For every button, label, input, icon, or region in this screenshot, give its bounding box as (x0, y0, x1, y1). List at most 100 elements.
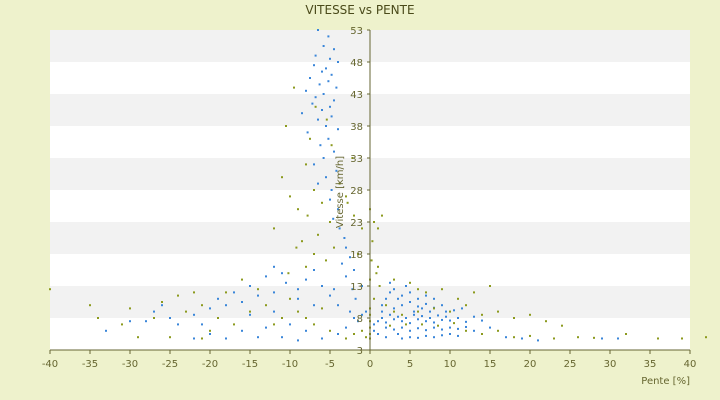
x-tick-label: 10 (444, 359, 457, 370)
data-point (361, 227, 363, 230)
data-point (333, 288, 335, 291)
data-point (445, 310, 447, 313)
data-point (329, 198, 331, 201)
data-point (425, 294, 427, 297)
data-point (306, 214, 309, 217)
data-point (449, 319, 451, 322)
data-point (457, 334, 459, 337)
data-point (305, 329, 307, 332)
data-point (529, 313, 531, 316)
data-point (309, 77, 311, 79)
data-point (209, 307, 211, 310)
x-tick-label: -15 (242, 359, 258, 370)
data-point (381, 310, 383, 313)
data-point (445, 315, 447, 318)
x-tick-label: 40 (684, 359, 697, 370)
data-point (429, 317, 431, 319)
data-point (521, 337, 523, 340)
data-point (281, 317, 283, 319)
data-point (349, 256, 351, 259)
x-axis-label: Pente [%] (641, 376, 690, 387)
data-point (313, 64, 315, 67)
data-point (489, 285, 491, 287)
data-point (453, 309, 455, 312)
data-point (209, 333, 211, 335)
data-point (177, 323, 179, 326)
data-point (341, 262, 343, 265)
data-point (49, 288, 51, 291)
data-point (409, 281, 411, 284)
data-point (457, 297, 459, 300)
data-point (373, 329, 375, 332)
data-point (225, 291, 227, 294)
data-point (297, 339, 299, 342)
data-point (425, 329, 427, 332)
data-point (593, 336, 595, 339)
data-point (397, 333, 399, 335)
data-point (417, 305, 419, 308)
data-point (241, 301, 243, 303)
data-point (505, 336, 507, 339)
data-point (409, 322, 411, 325)
data-point (332, 217, 335, 220)
data-point (345, 195, 347, 198)
data-point (281, 336, 283, 339)
data-point (233, 291, 235, 294)
data-point (393, 288, 395, 291)
data-point (409, 336, 411, 339)
data-point (333, 246, 335, 249)
data-point (353, 214, 355, 217)
data-point (425, 302, 427, 305)
data-point (321, 109, 323, 111)
data-point (293, 86, 295, 89)
y-axis-label: Vitesse [km/h] (335, 156, 346, 228)
x-tick-label: 20 (524, 359, 537, 370)
data-point (513, 317, 515, 319)
data-point (465, 304, 467, 307)
data-point (425, 291, 427, 294)
data-point (289, 297, 291, 300)
x-tick-label: -5 (325, 359, 335, 370)
data-point (313, 269, 315, 271)
data-point (313, 323, 315, 326)
data-point (337, 208, 339, 211)
data-point (295, 246, 298, 249)
data-point (625, 333, 627, 335)
data-point (421, 307, 423, 310)
data-point (313, 304, 315, 307)
data-point (193, 337, 195, 340)
data-point (273, 310, 275, 313)
data-point (225, 304, 227, 307)
data-point (289, 195, 291, 198)
y-tick-label: 8 (357, 314, 363, 325)
data-point (413, 310, 415, 313)
x-tick-label: 25 (564, 359, 577, 370)
data-point (305, 265, 307, 268)
data-point (457, 317, 459, 319)
data-point (381, 214, 383, 217)
data-point (257, 336, 259, 339)
data-point (393, 328, 395, 331)
data-point (417, 310, 419, 313)
data-point (705, 336, 707, 339)
data-point (330, 115, 333, 118)
data-point (345, 337, 347, 340)
data-point (209, 329, 211, 332)
x-tick-label: -10 (282, 359, 298, 370)
data-point (153, 310, 155, 313)
data-point (481, 313, 483, 316)
data-point (393, 318, 395, 321)
data-point (393, 310, 395, 313)
data-point (473, 315, 475, 318)
data-point (361, 285, 363, 287)
data-point (325, 259, 327, 262)
data-point (377, 320, 379, 323)
x-tick-label: -30 (122, 359, 138, 370)
data-point (437, 314, 439, 317)
data-point (370, 259, 373, 262)
data-point (409, 329, 411, 332)
data-point (397, 297, 399, 300)
data-point (353, 269, 355, 271)
data-point (306, 131, 309, 134)
data-point (201, 337, 203, 340)
